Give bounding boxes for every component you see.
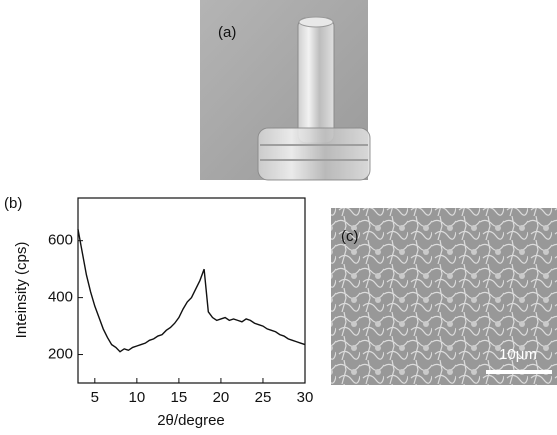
x-tick-label: 10 <box>129 389 146 406</box>
y-tick-label: 600 <box>48 232 73 249</box>
plot-frame <box>77 197 306 384</box>
photo-a: (a) <box>200 0 371 181</box>
x-axis-label: 2θ/degree <box>157 412 225 429</box>
data-line <box>77 229 306 353</box>
x-tick-label: 5 <box>91 389 99 406</box>
y-tick-label: 400 <box>48 289 73 306</box>
panel-label: (b) <box>4 195 22 212</box>
chart: (b) 2θ/degree Inteinsity (cps) 5 10 15 20 25… <box>4 195 313 429</box>
y-axis-label: Inteinsity (cps) <box>13 242 30 339</box>
y-tick-label: 200 <box>48 346 73 363</box>
x-tick-label: 15 <box>171 389 188 406</box>
panel-label: (c) <box>341 228 359 245</box>
scale-label: 10μm <box>499 346 537 363</box>
x-tick-label: 20 <box>213 389 230 406</box>
x-tick-label: 25 <box>255 389 272 406</box>
panel-label: (a) <box>218 24 236 41</box>
sem-image: (c) 10μm <box>331 208 557 385</box>
x-tick-label: 30 <box>297 389 314 406</box>
